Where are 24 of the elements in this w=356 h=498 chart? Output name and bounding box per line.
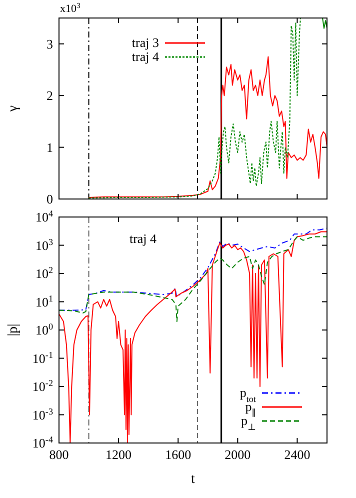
y-tick-label: 3 — [46, 36, 53, 52]
y-tick-label: 10$^{0}$ — [35, 322, 54, 338]
y-axis-title: γ — [6, 105, 21, 113]
y-tick-label: 1 — [46, 140, 53, 155]
x-tick-label: 1200 — [106, 447, 132, 462]
y-tick-label: 0 — [46, 192, 53, 206]
y-tick-label: 10$^{2}$ — [35, 265, 54, 281]
legend-label: p$_{tot}$ — [240, 385, 256, 404]
y-tick-label: 10$^{-2}$ — [32, 378, 54, 394]
y-tick-label: 10$^{-3}$ — [32, 406, 54, 422]
y-tick-label: 10$^{1}$ — [35, 293, 53, 310]
x-tick-label: 2000 — [224, 447, 251, 462]
y-tick-label: 2 — [46, 88, 53, 104]
y-tick-label: 10$^{4}$ — [35, 208, 54, 224]
x-tick-label: 2400 — [284, 447, 310, 462]
y-tick-label: 10$^{-1}$ — [32, 350, 53, 366]
legend-label: traj 4 — [132, 49, 160, 64]
text: x10$^{3}$ — [60, 0, 80, 15]
annotation: traj 4 — [129, 231, 158, 246]
y-axis-title: |p| — [6, 324, 21, 336]
x-axis-title: t — [191, 472, 196, 487]
legend-label: traj 3 — [132, 35, 159, 50]
x-tick-label: 1600 — [165, 447, 192, 462]
y-tick-label: 10$^{3}$ — [35, 236, 54, 253]
